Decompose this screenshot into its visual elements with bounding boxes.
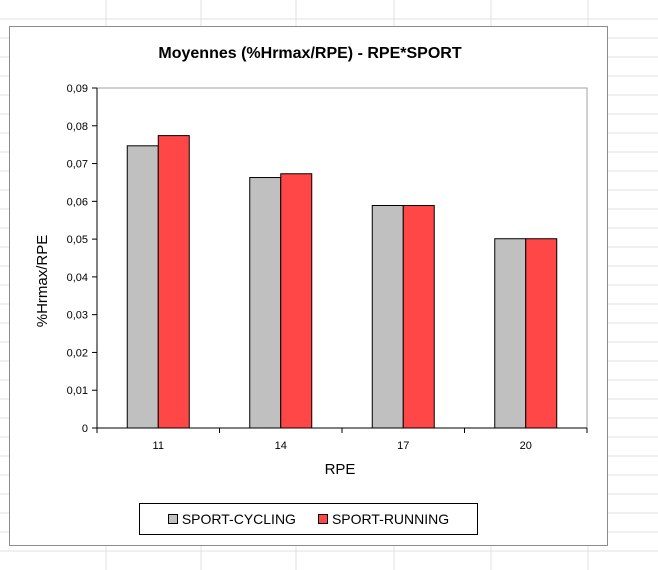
bar-sport-cycling-20 — [494, 238, 527, 429]
bar-sport-cycling-17 — [371, 204, 404, 429]
legend-label-cycling: SPORT-CYCLING — [181, 511, 296, 527]
legend: SPORT-CYCLING SPORT-RUNNING — [139, 503, 478, 535]
plot-layer: 0 0,01 0,02 0,03 0,04 0,05 0,06 0,07 0,08 0,09 11 1… — [67, 83, 588, 452]
y-tick-label: 0,07 — [67, 159, 88, 171]
bar-sport-running-11 — [157, 135, 190, 429]
y-tick-label: 0,04 — [67, 272, 88, 284]
legend-swatch-cycling — [167, 514, 178, 524]
bar-sport-running-20 — [525, 238, 558, 429]
legend-label-running: SPORT-RUNNING — [331, 511, 450, 527]
bar-sport-cycling-14 — [249, 177, 282, 429]
y-tick-label: 0 — [82, 423, 88, 435]
legend-entry-cycling: SPORT-CYCLING — [167, 511, 296, 527]
chart-title: Moyennes (%Hrmax/RPE) - RPE*SPORT — [158, 45, 461, 62]
bar-sport-running-14 — [280, 173, 313, 429]
y-tick-label: 0,05 — [67, 234, 88, 246]
bar-sport-running-17 — [402, 204, 435, 429]
bar-sport-cycling-11 — [126, 145, 159, 429]
chart-plot: Moyennes (%Hrmax/RPE) - RPE*SPORT RPE %H… — [34, 45, 588, 478]
y-tick-label: 0,01 — [67, 385, 88, 397]
y-axis-title: %Hrmax/RPE — [34, 235, 51, 328]
y-tick-label: 0,08 — [67, 121, 88, 133]
y-tick-label: 0,09 — [67, 83, 88, 95]
chart-area[interactable]: Moyennes (%Hrmax/RPE) - RPE*SPORT RPE %H… — [9, 26, 608, 546]
y-tick-label: 0,03 — [67, 310, 88, 322]
y-tick-label: 0,06 — [67, 196, 88, 208]
legend-swatch-running — [317, 514, 328, 524]
y-tick-label: 0,02 — [67, 347, 88, 359]
legend-entry-running: SPORT-RUNNING — [317, 511, 450, 527]
x-tick-label: 11 — [153, 440, 164, 452]
x-axis-title: RPE — [325, 461, 356, 478]
x-tick-label: 14 — [275, 440, 287, 452]
x-tick-label: 17 — [397, 440, 409, 452]
x-tick-label: 20 — [520, 440, 532, 452]
